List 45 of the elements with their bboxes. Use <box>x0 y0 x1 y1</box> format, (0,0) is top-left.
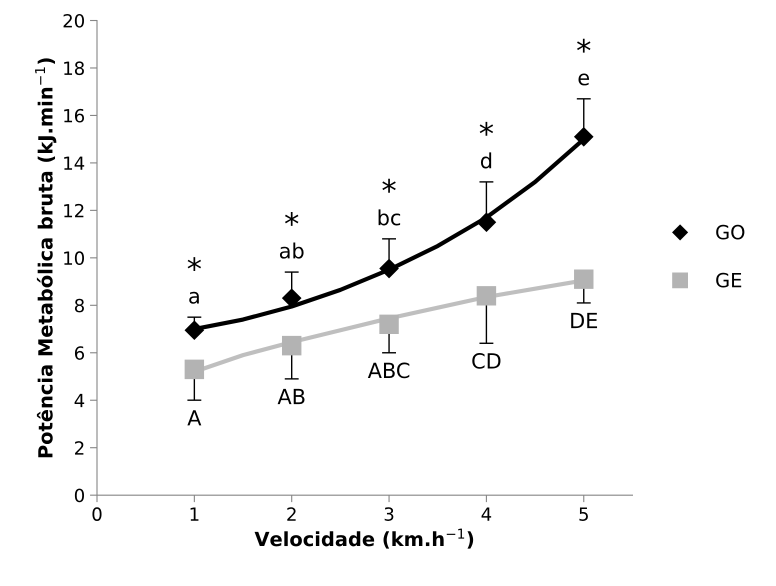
annotation: ab <box>280 242 304 259</box>
x-axis-title: Velocidade (km.h$^{−1}$) <box>254 528 474 549</box>
annotation: A <box>187 410 202 426</box>
annotation: * <box>284 212 298 226</box>
legend-label: GE <box>716 272 742 288</box>
annotation: ABC <box>368 362 410 378</box>
annotation: * <box>577 38 590 53</box>
annotation: CD <box>472 353 500 369</box>
point <box>476 212 496 232</box>
annotation: bc <box>378 209 400 226</box>
annotation: AB <box>278 388 305 404</box>
y-tick-label: 12 <box>64 204 84 218</box>
annotation: * <box>480 122 494 136</box>
x-tick-label: 3 <box>384 507 394 521</box>
y-axis-title: Potência Metabólica bruta (kJ.min$^{−1}$) <box>35 58 56 458</box>
point <box>184 360 204 380</box>
point <box>476 286 496 306</box>
point <box>184 320 204 340</box>
annotation: * <box>188 257 202 272</box>
point <box>379 314 399 334</box>
point <box>282 336 302 356</box>
annotation: a <box>189 292 199 304</box>
y-tick-label: 0 <box>74 488 84 502</box>
x-tick-label: 1 <box>190 508 198 521</box>
y-tick-label: 8 <box>74 298 84 312</box>
annotation: d <box>480 152 492 168</box>
x-tick-label: 4 <box>482 508 492 521</box>
y-tick-label: 20 <box>64 14 84 28</box>
legend-label: GO <box>716 224 744 240</box>
annotation: DE <box>571 312 598 328</box>
point <box>574 269 594 289</box>
y-tick-label: 16 <box>64 108 84 123</box>
y-tick-label: 2 <box>75 441 84 455</box>
x-tick-label: 0 <box>92 507 102 521</box>
y-tick-label: 18 <box>64 61 84 76</box>
annotation: e <box>578 73 590 86</box>
x-tick-label: 5 <box>579 508 588 521</box>
y-tick-label: 4 <box>74 394 84 408</box>
y-tick-label: 10 <box>64 251 84 265</box>
x-tick-label: 2 <box>287 507 296 521</box>
point <box>574 127 594 146</box>
y-tick-label: 6 <box>74 346 84 360</box>
annotation: * <box>382 178 396 193</box>
point <box>380 258 399 278</box>
y-tick-label: 14 <box>64 156 84 170</box>
